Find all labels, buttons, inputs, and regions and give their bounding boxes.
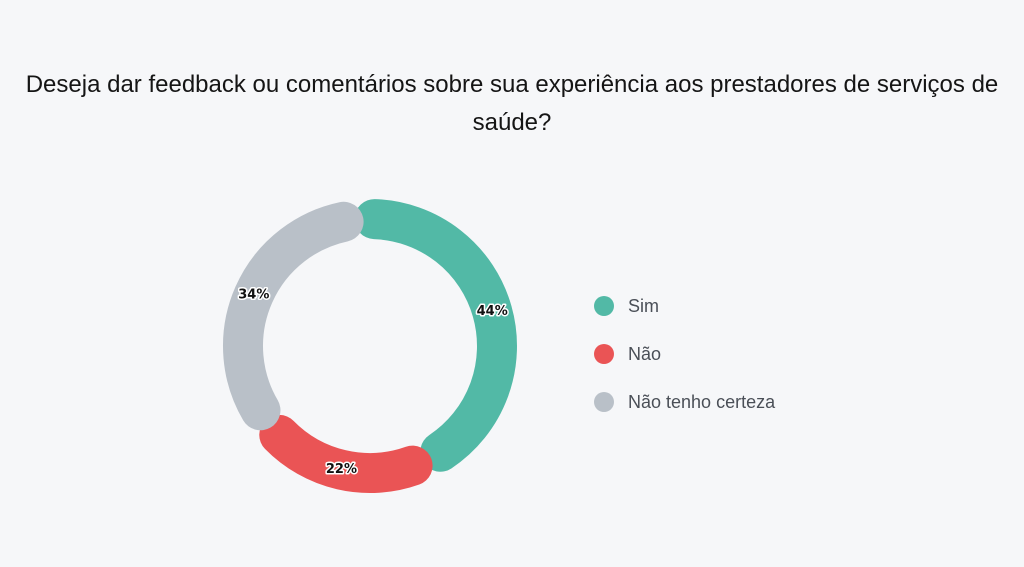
donut-segment-1[interactable] [259,414,433,493]
legend-swatch-nao [594,344,614,364]
legend-swatch-sim [594,296,614,316]
donut-labels: 44% 22% 34% [237,286,510,479]
data-label-2: 34% [238,287,269,302]
legend-item-nao[interactable]: Não [594,330,775,378]
data-label-0: 44% [477,304,508,319]
legend-label-sim: Sim [628,295,659,316]
legend-item-sim[interactable]: Sim [594,282,775,330]
legend-label-nao: Não [628,343,662,364]
legend: Sim Não Não tenho certeza [594,282,775,426]
donut-segment-0[interactable] [354,199,517,472]
legend-label-nao-tenho-certeza: Não tenho certeza [628,391,776,412]
legend-swatch-nao-tenho-certeza [594,392,614,412]
donut-arcs [223,199,517,493]
chart-title: Deseja dar feedback ou comentários sobre… [25,71,999,136]
data-label-1: 22% [326,462,357,477]
donut-segment-2[interactable] [223,201,364,431]
legend-item-nao-tenho-certeza[interactable]: Não tenho certeza [594,378,775,426]
